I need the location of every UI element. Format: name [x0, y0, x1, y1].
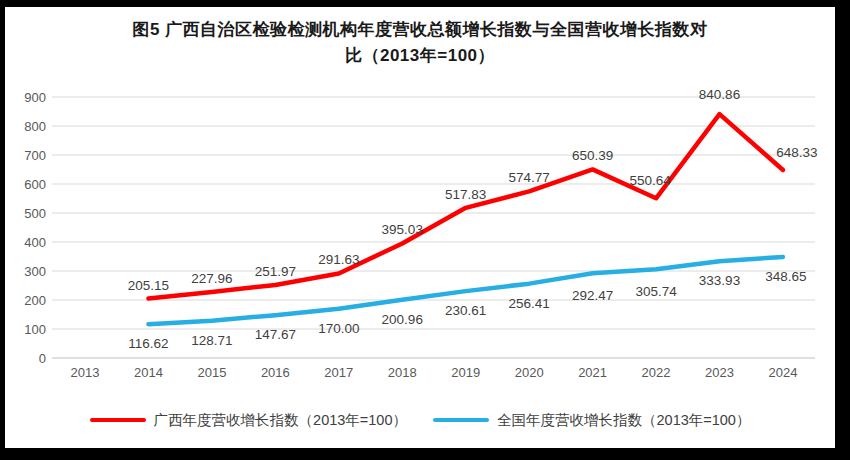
data-label: 291.63 — [318, 252, 359, 267]
chart-title: 图5 广西自治区检验检测机构年度营收总额增长指数与全国营收增长指数对 比（201… — [5, 17, 835, 70]
chart-title-line-1: 图5 广西自治区检验检测机构年度营收总额增长指数与全国营收增长指数对 — [5, 17, 835, 43]
data-label: 256.41 — [509, 296, 550, 311]
data-label: 116.62 — [128, 336, 168, 351]
data-label: 395.03 — [382, 222, 423, 237]
x-tick-label: 2018 — [388, 365, 417, 380]
x-tick-label: 2022 — [642, 365, 671, 380]
chart-page: 图5 广西自治区检验检测机构年度营收总额增长指数与全国营收增长指数对 比（201… — [0, 0, 850, 460]
line-chart: 0 100 200 300 400 500 600 700 800 900 2013 2014 2015… — [15, 80, 825, 400]
y-tick-label: 100 — [24, 322, 46, 337]
data-label: 170.00 — [318, 321, 359, 336]
legend-label-national: 全国年度营收增长指数（2013年=100） — [497, 411, 750, 430]
data-label: 205.15 — [128, 278, 169, 293]
x-tick-label: 2017 — [324, 365, 353, 380]
x-tick-label: 2019 — [451, 365, 480, 380]
x-tick-label: 2024 — [768, 365, 797, 380]
data-label: 230.61 — [445, 303, 486, 318]
data-label: 305.74 — [635, 284, 677, 299]
y-tick-label: 200 — [24, 293, 46, 308]
data-label: 147.67 — [255, 327, 296, 342]
y-tick-label: 400 — [24, 235, 46, 250]
national-line-swatch-icon — [433, 418, 489, 423]
y-tick-label: 600 — [24, 177, 46, 192]
x-tick-label: 2016 — [261, 365, 290, 380]
legend-item-guangxi: 广西年度营收增长指数（2013年=100） — [90, 411, 407, 429]
data-label: 648.33 — [776, 145, 817, 160]
chart-legend: 广西年度营收增长指数（2013年=100） 全国年度营收增长指数（2013年=1… — [5, 411, 835, 429]
x-tick-label: 2021 — [578, 365, 607, 380]
x-tick-label: 2014 — [134, 365, 163, 380]
legend-item-national: 全国年度营收增长指数（2013年=100） — [433, 411, 750, 429]
x-tick-label: 2013 — [71, 365, 100, 380]
data-label: 227.96 — [191, 271, 232, 286]
x-tick-label: 2020 — [515, 365, 544, 380]
data-label: 840.86 — [699, 87, 740, 102]
data-label: 574.77 — [509, 170, 550, 185]
y-tick-label: 0 — [39, 351, 46, 366]
data-label: 517.83 — [445, 187, 486, 202]
data-label: 550.64 — [629, 173, 671, 188]
data-label: 292.47 — [572, 288, 613, 303]
x-tick-label: 2023 — [705, 365, 734, 380]
y-tick-label: 900 — [24, 90, 46, 105]
chart-title-line-2: 比（2013年=100） — [5, 43, 835, 69]
data-label: 333.93 — [699, 273, 740, 288]
y-tick-label: 500 — [24, 206, 46, 221]
data-label: 200.96 — [382, 312, 423, 327]
data-label: 650.39 — [572, 148, 613, 163]
data-label: 251.97 — [255, 264, 296, 279]
x-tick-label: 2015 — [197, 365, 226, 380]
data-label: 348.65 — [765, 269, 806, 284]
y-tick-label: 300 — [24, 264, 46, 279]
chart-canvas: 图5 广西自治区检验检测机构年度营收总额增长指数与全国营收增长指数对 比（201… — [5, 7, 835, 448]
y-tick-label: 700 — [24, 148, 46, 163]
y-tick-label: 800 — [24, 119, 46, 134]
data-label: 128.71 — [191, 333, 232, 348]
guangxi-line-swatch-icon — [90, 418, 146, 423]
legend-label-guangxi: 广西年度营收增长指数（2013年=100） — [154, 411, 407, 430]
